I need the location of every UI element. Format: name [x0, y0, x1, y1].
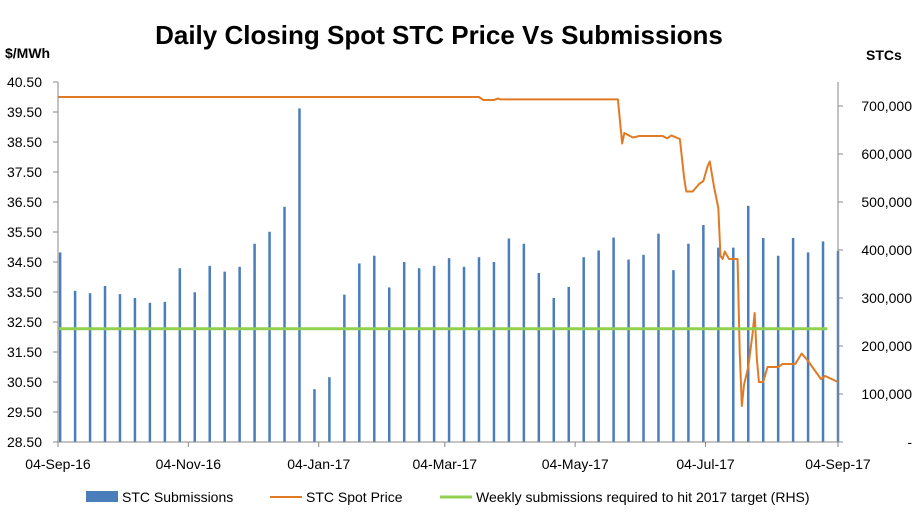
- legend-swatch-submissions: [86, 491, 118, 502]
- left-tick-label: 32.50: [7, 314, 42, 330]
- x-tick-label: 04-Jul-17: [676, 456, 735, 472]
- left-tick-label: 35.50: [7, 224, 42, 240]
- x-tick-label: 04-Sep-16: [25, 456, 91, 472]
- submission-bar: [432, 265, 436, 442]
- x-tick-label: 04-Nov-16: [156, 456, 222, 472]
- submission-bar: [612, 237, 615, 442]
- submission-bar: [447, 258, 451, 442]
- submission-bar: [103, 286, 107, 442]
- submission-bar: [343, 294, 346, 442]
- submission-bar: [567, 286, 570, 442]
- submission-bar: [193, 292, 197, 442]
- submission-bar: [313, 389, 316, 442]
- right-axis-unit: STCs: [866, 47, 902, 63]
- left-tick-label: 31.50: [7, 344, 42, 360]
- submission-bar: [387, 287, 391, 442]
- spot-price-line: [58, 96, 839, 407]
- submission-bar: [492, 262, 496, 442]
- submission-bar: [597, 250, 600, 442]
- left-tick-label: 38.50: [7, 134, 42, 150]
- submission-bar: [702, 225, 705, 442]
- legend-label: Weekly submissions required to hit 2017 …: [476, 489, 810, 505]
- submission-bar: [417, 268, 421, 442]
- right-tick-label: 700,000: [861, 98, 912, 114]
- submission-bar: [328, 377, 331, 442]
- left-tick-label: 33.50: [7, 284, 42, 300]
- submission-bar: [462, 266, 466, 442]
- submission-bar: [373, 255, 376, 442]
- submission-bar: [642, 254, 645, 442]
- submission-bar: [582, 257, 585, 442]
- submission-bar: [178, 268, 182, 442]
- submission-bar: [238, 266, 241, 442]
- submission-bar: [537, 273, 541, 442]
- left-tick-label: 37.50: [7, 164, 42, 180]
- submission-bar: [806, 252, 810, 442]
- submission-bar: [687, 243, 690, 442]
- legend: STC Submissions STC Spot Price Weekly subm…: [86, 489, 810, 505]
- left-tick-label: 39.50: [7, 104, 42, 120]
- right-tick-label: 600,000: [861, 146, 912, 162]
- series-lines: [58, 96, 839, 407]
- axes: 28.50 29.50 30.50 31.50 32.50 33.50 34.50 35.50…: [7, 74, 912, 472]
- right-tick-label: 500,000: [861, 194, 912, 210]
- submission-bar: [268, 231, 271, 442]
- submission-bar: [477, 257, 481, 442]
- left-tick-label: 36.50: [7, 194, 42, 210]
- submission-bar: [627, 259, 630, 442]
- submission-bar: [223, 271, 226, 442]
- left-tick-label: 28.50: [7, 434, 42, 450]
- right-tick-label: -: [907, 434, 912, 450]
- submission-bar: [791, 238, 795, 442]
- submission-bar: [148, 302, 152, 442]
- right-tick-label: 100,000: [861, 386, 912, 402]
- submission-bar: [821, 241, 825, 442]
- submission-bar: [747, 205, 750, 442]
- legend-label: STC Submissions: [122, 489, 233, 505]
- right-tick-label: 200,000: [861, 338, 912, 354]
- left-tick-label: 40.50: [7, 74, 42, 90]
- submission-bar: [253, 243, 256, 442]
- left-tick-label: 29.50: [7, 404, 42, 420]
- submission-bar: [88, 293, 92, 442]
- submission-bar: [208, 265, 211, 442]
- left-tick-label: 34.50: [7, 254, 42, 270]
- legend-label: STC Spot Price: [306, 489, 403, 505]
- right-tick-label: 300,000: [861, 290, 912, 306]
- submission-bar: [507, 238, 511, 442]
- submission-bar: [358, 263, 361, 442]
- submission-bar: [402, 262, 406, 442]
- submission-bar: [717, 247, 720, 442]
- submission-bar: [283, 206, 286, 442]
- submission-bar: [657, 233, 660, 442]
- left-axis-unit: $/MWh: [5, 45, 50, 61]
- submission-bar: [732, 247, 735, 442]
- submission-bar: [761, 238, 765, 442]
- submission-bar: [58, 252, 62, 442]
- submission-bar: [672, 270, 675, 442]
- right-tick-label: 400,000: [861, 242, 912, 258]
- submission-bar: [73, 290, 77, 442]
- submission-bar: [118, 294, 122, 442]
- submission-bar: [133, 298, 137, 442]
- submissions-bars: [58, 108, 840, 443]
- x-tick-label: 04-Jan-17: [287, 456, 350, 472]
- chart-title: Daily Closing Spot STC Price Vs Submissi…: [155, 20, 723, 50]
- submission-bar: [552, 298, 556, 442]
- x-tick-label: 04-May-17: [542, 456, 609, 472]
- x-tick-label: 04-Sep-17: [805, 456, 871, 472]
- submission-bar: [163, 301, 167, 442]
- submission-bar: [776, 255, 780, 442]
- submission-bar: [298, 108, 301, 443]
- x-tick-label: 04-Mar-17: [412, 456, 477, 472]
- submission-bar: [522, 243, 526, 442]
- left-tick-label: 30.50: [7, 374, 42, 390]
